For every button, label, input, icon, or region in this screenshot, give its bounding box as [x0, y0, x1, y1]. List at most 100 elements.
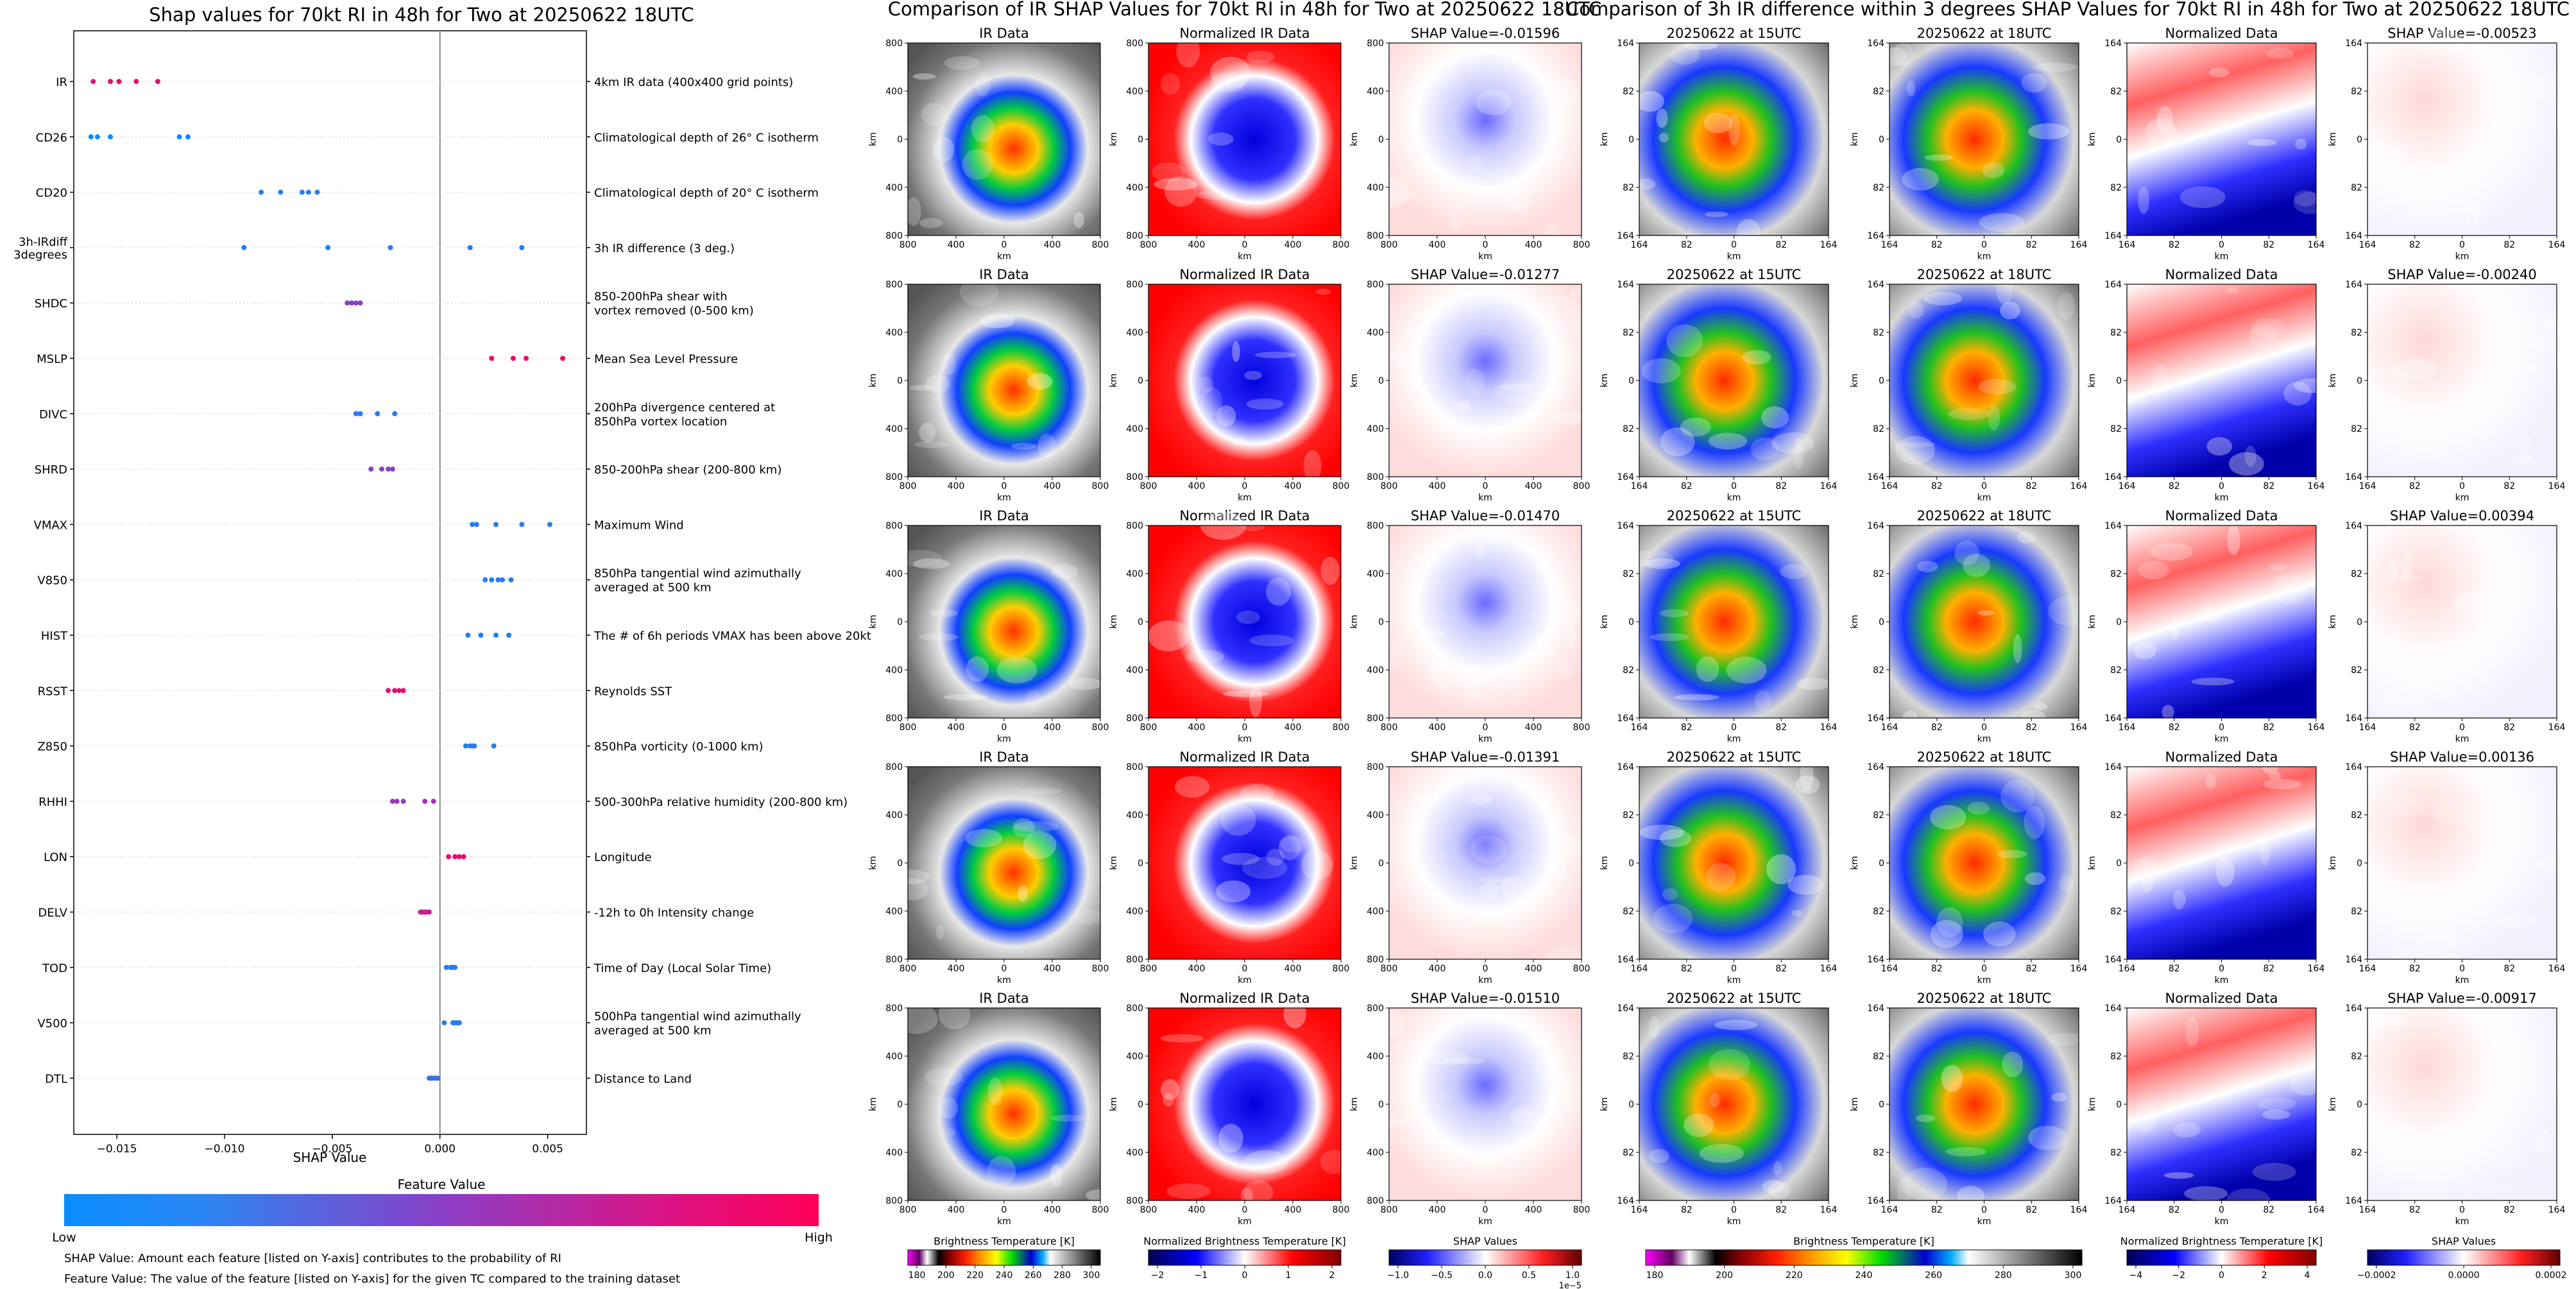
y-tick-label: 800 — [1367, 280, 1384, 290]
y-tick-label: 0 — [897, 1100, 903, 1110]
panel-texture — [1544, 78, 1580, 107]
panel-image — [2127, 525, 2316, 718]
colorbar-tick-label: 0 — [1242, 1270, 1248, 1281]
y-tick-label: 82 — [2110, 87, 2122, 97]
x-tick-label: 164 — [2119, 722, 2136, 733]
shap-point — [389, 798, 395, 804]
colorbar-tick-label: 1.0 — [1565, 1270, 1580, 1281]
panel-texture — [2163, 1172, 2194, 1179]
y-tick-label: 82 — [1873, 1148, 1884, 1158]
panel-texture — [1463, 683, 1480, 700]
panel-texture — [1650, 633, 1690, 642]
panel-texture — [2059, 874, 2074, 893]
feature-description: vortex removed (0-500 km) — [594, 304, 754, 318]
panel-texture — [1470, 835, 1508, 864]
x-tick-label: 164 — [2548, 240, 2566, 250]
x-axis-label: km — [1238, 1216, 1252, 1227]
x-tick-label: 0 — [1981, 964, 1987, 974]
panel-texture — [1957, 1186, 1984, 1206]
image-panel: Normalized IR Data8008004004000040040080… — [1109, 508, 1349, 744]
x-tick-label: 82 — [1681, 1205, 1693, 1215]
shap-point — [353, 411, 359, 416]
panel-texture — [1027, 373, 1053, 390]
panel-texture — [2391, 948, 2408, 957]
panel-texture — [2440, 208, 2486, 215]
y-tick-label: 0 — [1138, 135, 1143, 145]
panel-texture — [2294, 190, 2317, 207]
panel-texture — [1648, 1148, 1669, 1163]
x-axis-label: km — [1977, 252, 1992, 262]
x-tick-label: 82 — [2263, 240, 2274, 250]
y-tick-label: 164 — [2104, 280, 2122, 290]
x-tick-label: 800 — [1092, 1205, 1109, 1215]
x-tick-label: 164 — [2119, 1205, 2136, 1215]
panel-texture — [2262, 778, 2301, 790]
panel-image — [1889, 525, 2079, 718]
colorbar-tick-label: −0.0002 — [2357, 1270, 2396, 1281]
panel-texture — [987, 1077, 1003, 1105]
y-tick-label: 400 — [885, 569, 903, 579]
panel-texture — [2047, 1033, 2091, 1045]
x-tick-label: 82 — [2409, 722, 2421, 733]
panel-image — [1148, 43, 1341, 235]
panel-texture — [2283, 381, 2312, 406]
shap-point — [547, 522, 552, 527]
x-tick-label: 400 — [948, 1205, 965, 1215]
panel-title: Normalized IR Data — [1179, 508, 1309, 524]
y-tick-label: 400 — [1367, 907, 1384, 917]
panel-texture — [1768, 1181, 1791, 1199]
x-tick-label: 800 — [1140, 481, 1157, 491]
panel-texture — [1671, 43, 1700, 65]
panel-texture — [1246, 398, 1284, 410]
y-tick-label: 82 — [2110, 328, 2122, 338]
panel-texture — [2293, 192, 2328, 214]
y-tick-label: 164 — [2104, 955, 2122, 965]
panel-texture — [1895, 436, 1935, 465]
panel-texture — [2017, 531, 2036, 544]
shap-point — [456, 1020, 462, 1026]
y-tick-label: 164 — [2345, 472, 2362, 482]
y-tick-label: 164 — [1867, 762, 1884, 773]
panel-texture — [2185, 1016, 2199, 1047]
panel-texture — [2135, 1100, 2156, 1134]
feature-description: 850-200hPa shear (200-800 km) — [594, 463, 781, 477]
x-tick-label: 164 — [1631, 722, 1648, 733]
y-tick-label: 164 — [1617, 231, 1634, 241]
panel-texture — [2466, 152, 2511, 164]
y-tick-label: 0 — [2357, 617, 2362, 627]
x-axis-label: km — [1977, 1216, 1992, 1227]
panel-texture — [2384, 631, 2408, 663]
x-tick-label: 800 — [1140, 722, 1157, 733]
panel-texture — [2027, 1125, 2068, 1150]
y-tick-label: 800 — [1367, 38, 1384, 49]
x-tick-label: 82 — [2263, 481, 2274, 491]
shap-point — [478, 633, 484, 638]
panel-image — [1148, 767, 1341, 959]
panel-texture — [1796, 678, 1831, 690]
panel-texture — [2294, 378, 2332, 393]
y-tick-label: 800 — [1126, 1003, 1143, 1014]
image-panel: Normalized Data1641648282008282164164kmk… — [2087, 508, 2324, 744]
image-panel: SHAP Value=-0.01510800800400400004004008… — [1349, 991, 1592, 1227]
panel-texture — [1897, 1177, 1911, 1208]
panel-texture — [962, 149, 993, 180]
panel-title: 20250622 at 15UTC — [1667, 267, 1802, 282]
panel-texture — [2251, 318, 2286, 337]
panel-texture — [1728, 114, 1740, 146]
feature-description: 500-300hPa relative humidity (200-800 km… — [594, 796, 848, 809]
y-tick-label: 164 — [1867, 1196, 1884, 1206]
panel-texture — [2289, 1071, 2323, 1096]
panel-texture — [1674, 694, 1719, 701]
x-tick-label: 0 — [1002, 722, 1007, 733]
panel-texture — [2144, 118, 2178, 148]
panel-texture — [1794, 438, 1804, 470]
panel-texture — [2257, 1097, 2296, 1111]
shap-point — [431, 798, 436, 804]
y-axis-label: km — [1599, 856, 1610, 870]
image-panel: SHAP Value=-0.01596800800400400004004008… — [1349, 26, 1590, 262]
y-tick-label: 82 — [1873, 183, 1884, 193]
y-tick-label: 800 — [1126, 280, 1143, 290]
y-tick-label: 0 — [1138, 858, 1143, 869]
